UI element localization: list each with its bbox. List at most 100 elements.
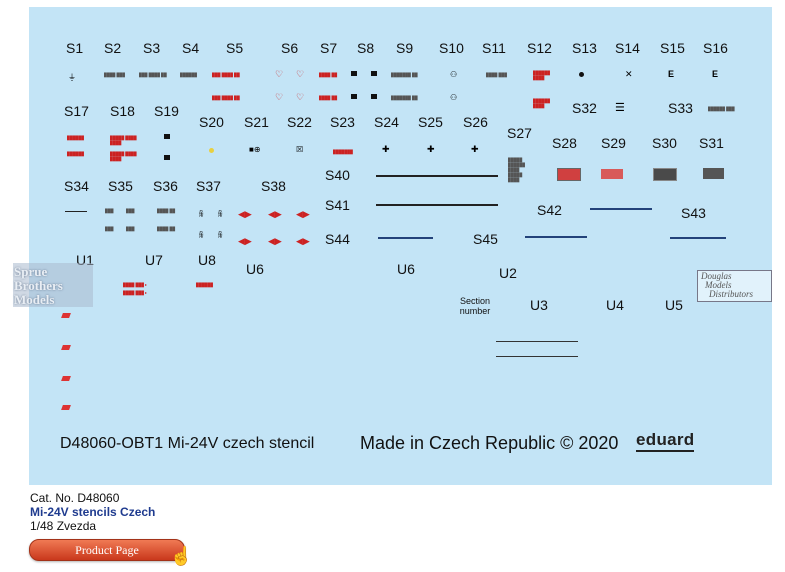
stencil-s38b: ◀▶	[268, 209, 282, 219]
stencil-s21: ■⊕	[249, 145, 261, 154]
label-s23: S23	[330, 114, 355, 130]
decal-sheet	[29, 7, 772, 485]
stencil-s18a: █████ ████ ████	[110, 135, 137, 145]
sbm-watermark	[13, 263, 93, 307]
sheet-footer-made: Made in Czech Republic © 2020	[360, 433, 619, 453]
label-u8: U8	[198, 252, 216, 268]
stencil-s6a: ♡	[275, 69, 284, 79]
stencil-s25: ✚	[427, 144, 435, 154]
label-s40: S40	[325, 167, 350, 183]
product-scale: 1/48 Zvezda	[30, 519, 97, 533]
stencil-s8c	[351, 94, 357, 99]
stencil-s3: ███ ████ ██	[139, 72, 167, 77]
stencil-s43-line	[670, 237, 726, 239]
stencil-s18b: █████ ████ ████	[110, 151, 137, 161]
stencil-s45-line	[525, 236, 587, 238]
stencil-s7a: ████ ██	[319, 72, 338, 77]
stencil-s13	[579, 72, 584, 77]
stencil-s33: ██████ ███	[708, 106, 735, 111]
stencil-s9a: ███████ ██	[391, 72, 418, 77]
label-s32: S32	[572, 100, 597, 116]
label-s5: S5	[226, 40, 244, 56]
label-s43: S43	[681, 205, 706, 221]
stencil-s10b: ⚇	[450, 93, 458, 102]
label-s20: S20	[199, 114, 224, 130]
label-s6: S6	[281, 40, 299, 56]
stencil-s40-line	[376, 175, 498, 177]
label-s24: S24	[374, 114, 399, 130]
stencil-s38d: ◀▶	[238, 236, 252, 246]
stencil-s7b: ████ ██	[319, 95, 338, 100]
stencil-u3-line-a	[496, 341, 578, 342]
stencil-s8d	[371, 94, 377, 99]
label-u2: U2	[499, 265, 517, 281]
label-s34: S34	[64, 178, 89, 194]
stencil-s14: ✕	[625, 69, 633, 79]
label-s11: S11	[482, 40, 506, 56]
stencil-s29	[601, 169, 623, 179]
sheet-footer-title: D48060-OBT1 Mi-24V czech stencil	[60, 435, 315, 452]
label-s14: S14	[615, 40, 640, 56]
sbm-watermark-line3: Models	[14, 292, 55, 307]
label-s30: S30	[652, 135, 677, 151]
label-s22: S22	[287, 114, 312, 130]
stencil-s38a: ◀▶	[238, 209, 252, 219]
stencil-s16: E	[712, 69, 719, 79]
stencil-s2: ████ ███	[104, 72, 125, 77]
stencil-s35a: ███	[105, 208, 114, 213]
stencil-s42-line	[590, 208, 652, 210]
label-u6b: U6	[397, 261, 415, 277]
label-s26: S26	[463, 114, 488, 130]
stencil-s32: ☰	[615, 102, 625, 114]
label-s15: S15	[660, 40, 685, 56]
label-s42: S42	[537, 202, 562, 218]
stencil-s6b: ♡	[296, 69, 305, 79]
cat-number: Cat. No. D48060	[30, 491, 120, 505]
stencil-s6d: ♡	[296, 92, 305, 102]
stencil-s19a	[164, 134, 170, 139]
stencil-s37c: ꆜ	[198, 231, 205, 240]
stencil-s34	[65, 211, 87, 212]
label-s31: S31	[699, 135, 724, 151]
stencil-s30	[653, 168, 677, 181]
label-s7: S7	[320, 40, 338, 56]
label-s28: S28	[552, 135, 577, 151]
product-name[interactable]: Mi-24V stencils Czech	[30, 505, 156, 519]
stencil-s27: █████ ██████ ████ █████ ████	[508, 157, 526, 182]
stencil-s28	[557, 168, 581, 181]
stencil-u3-line-b	[496, 356, 578, 357]
dmd-watermark-line2: Models	[705, 280, 732, 290]
label-u6a: U6	[246, 261, 264, 277]
stencil-s36b: ████ ██	[157, 226, 176, 231]
hand-cursor-icon: ☝	[170, 546, 193, 566]
stencil-s12a: ██████ ████	[533, 70, 551, 80]
label-s2: S2	[104, 40, 122, 56]
section-number-label: Section number	[459, 296, 491, 316]
stencil-s37d: ꆜ	[217, 231, 224, 240]
label-s35: S35	[108, 178, 133, 194]
label-u4: U4	[606, 297, 624, 313]
label-s44: S44	[325, 231, 350, 247]
stencil-s17a: ██████	[67, 135, 85, 140]
label-u5: U5	[665, 297, 683, 313]
stencil-s31	[703, 168, 724, 179]
label-s38: S38	[261, 178, 286, 194]
label-s21: S21	[244, 114, 269, 130]
product-page-button[interactable]: Product Page	[29, 539, 185, 561]
stencil-s17b: ██████	[67, 151, 85, 156]
stencil-s38e: ◀▶	[268, 236, 282, 246]
label-s29: S29	[601, 135, 626, 151]
label-s27: S27	[507, 125, 532, 141]
label-s17: S17	[64, 103, 89, 119]
eduard-logo: eduard	[636, 430, 695, 452]
stencil-s11: ████ ███	[486, 72, 507, 77]
label-s33: S33	[668, 100, 693, 116]
stencil-s19b	[164, 155, 170, 160]
label-s9: S9	[396, 40, 414, 56]
stencil-s9b: ███████ ██	[391, 95, 418, 100]
stencil-s20	[209, 148, 214, 153]
dmd-watermark-line1: Douglas	[701, 271, 732, 281]
stencil-s10a: ⚇	[450, 70, 458, 79]
stencil-s35c: ███	[105, 226, 114, 231]
stencil-s44-line	[378, 237, 433, 239]
